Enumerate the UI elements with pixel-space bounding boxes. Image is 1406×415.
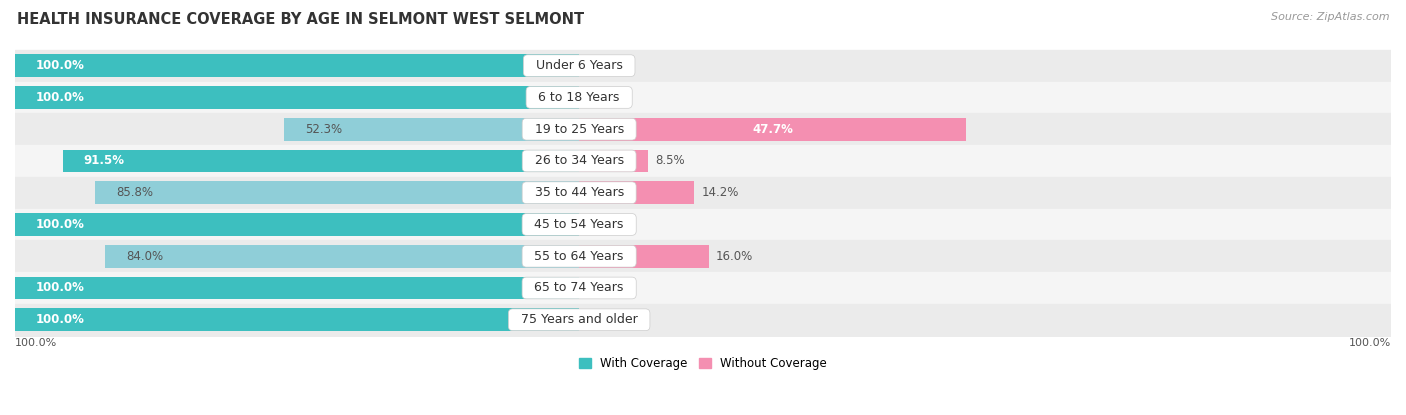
Text: 85.8%: 85.8%: [115, 186, 153, 199]
Text: 100.0%: 100.0%: [1348, 338, 1391, 348]
Bar: [105, 245, 579, 268]
Bar: [15, 82, 1391, 113]
Bar: [15, 276, 579, 300]
Text: 100.0%: 100.0%: [35, 91, 84, 104]
Bar: [15, 308, 579, 331]
Bar: [15, 304, 1391, 336]
Bar: [15, 177, 1391, 209]
Bar: [15, 209, 1391, 240]
Text: 100.0%: 100.0%: [35, 313, 84, 326]
Text: 35 to 44 Years: 35 to 44 Years: [526, 186, 631, 199]
Bar: [63, 149, 579, 172]
Bar: [284, 118, 579, 141]
Text: 16.0%: 16.0%: [716, 250, 754, 263]
Text: 19 to 25 Years: 19 to 25 Years: [526, 123, 631, 136]
Text: 14.2%: 14.2%: [702, 186, 738, 199]
Bar: [15, 54, 579, 77]
Text: HEALTH INSURANCE COVERAGE BY AGE IN SELMONT WEST SELMONT: HEALTH INSURANCE COVERAGE BY AGE IN SELM…: [17, 12, 583, 27]
Bar: [15, 272, 1391, 304]
Bar: [15, 113, 1391, 145]
Text: 91.5%: 91.5%: [83, 154, 125, 167]
Text: 100.0%: 100.0%: [35, 59, 84, 72]
Text: 52.3%: 52.3%: [305, 123, 342, 136]
Text: 100.0%: 100.0%: [15, 338, 58, 348]
Text: 26 to 34 Years: 26 to 34 Years: [527, 154, 631, 167]
Bar: [15, 50, 1391, 82]
Bar: [96, 181, 579, 204]
Text: Under 6 Years: Under 6 Years: [527, 59, 631, 72]
Text: 84.0%: 84.0%: [127, 250, 163, 263]
Bar: [15, 213, 579, 236]
Text: 47.7%: 47.7%: [752, 123, 793, 136]
Legend: With Coverage, Without Coverage: With Coverage, Without Coverage: [574, 352, 832, 375]
Bar: [15, 86, 579, 109]
Text: 75 Years and older: 75 Years and older: [513, 313, 645, 326]
Text: 100.0%: 100.0%: [35, 281, 84, 295]
Bar: [15, 240, 1391, 272]
Text: 6 to 18 Years: 6 to 18 Years: [530, 91, 628, 104]
Bar: [579, 181, 695, 204]
Text: 45 to 54 Years: 45 to 54 Years: [526, 218, 631, 231]
Bar: [15, 145, 1391, 177]
Text: 100.0%: 100.0%: [35, 218, 84, 231]
Bar: [579, 118, 966, 141]
Text: 8.5%: 8.5%: [655, 154, 685, 167]
Text: 55 to 64 Years: 55 to 64 Years: [526, 250, 631, 263]
Bar: [579, 149, 648, 172]
Bar: [579, 245, 709, 268]
Text: Source: ZipAtlas.com: Source: ZipAtlas.com: [1271, 12, 1389, 22]
Text: 65 to 74 Years: 65 to 74 Years: [526, 281, 631, 295]
